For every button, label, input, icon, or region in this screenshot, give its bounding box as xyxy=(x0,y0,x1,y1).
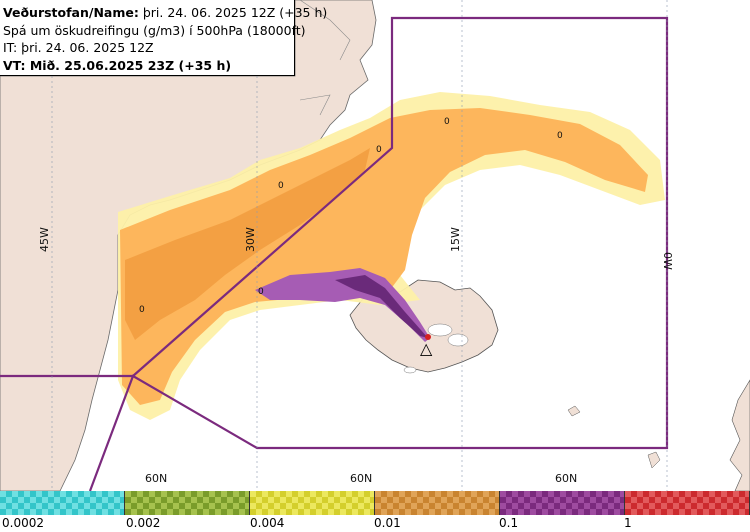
contour-label: 0 xyxy=(258,287,264,297)
legend-label-5: 1 xyxy=(624,516,632,530)
lat-label-2: 60N xyxy=(350,472,372,485)
legend-label-4: 0.1 xyxy=(499,516,519,530)
contour-label: 0 xyxy=(376,145,382,155)
legend-swatch-1 xyxy=(125,491,250,515)
legend-label-2: 0.004 xyxy=(250,516,285,530)
lon-label-15w: 15W xyxy=(449,227,462,252)
legend-swatch-0 xyxy=(0,491,125,515)
legend-label-0: 0.0002 xyxy=(2,516,44,530)
contour-label: 0 xyxy=(278,181,284,191)
legend-labels: 0.0002 0.002 0.004 0.01 0.1 1 xyxy=(0,515,750,532)
forecast-info-box: Veðurstofan/Name: þri. 24. 06. 2025 12Z … xyxy=(0,0,328,76)
lat-label-1: 60N xyxy=(145,472,167,485)
legend-label-1: 0.002 xyxy=(126,516,161,530)
legend-swatch-5 xyxy=(625,491,750,515)
ash-contour-high xyxy=(125,148,370,340)
info-line-1: Veðurstofan/Name: þri. 24. 06. 2025 12Z … xyxy=(3,5,328,20)
info-line-3: IT: þri. 24. 06. 2025 12Z xyxy=(3,40,154,55)
contour-label: 0 xyxy=(444,117,450,127)
contour-label: 0 xyxy=(139,305,145,315)
lon-label-30w: 30W xyxy=(244,227,257,252)
contour-label: 0 xyxy=(557,131,563,141)
info-line-4: VT: Mið. 25.06.2025 23Z (+35 h) xyxy=(3,57,232,73)
ash-contour-mid xyxy=(120,108,648,405)
lon-label-45w: 45W xyxy=(38,227,51,252)
concentration-legend xyxy=(0,491,750,515)
volcano-marker-icon: △ xyxy=(420,339,433,358)
legend-label-3: 0.01 xyxy=(374,516,401,530)
legend-swatch-3 xyxy=(375,491,500,515)
ash-contour-very-high xyxy=(255,268,430,342)
legend-swatch-2 xyxy=(250,491,375,515)
lon-label-0w: 0W xyxy=(661,252,674,270)
info-line-2: Spá um öskudreifingu (g/m3) í 500hPa (18… xyxy=(3,22,306,38)
legend-swatch-4 xyxy=(500,491,625,515)
lat-label-3: 60N xyxy=(555,472,577,485)
